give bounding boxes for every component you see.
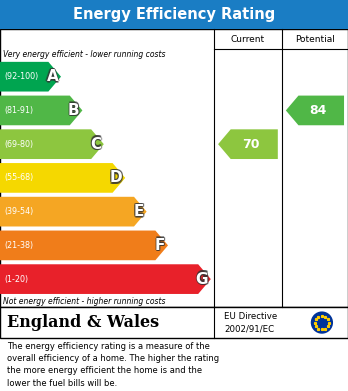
Text: The energy efficiency rating is a measure of the
overall efficiency of a home. T: The energy efficiency rating is a measur…	[7, 342, 219, 387]
Text: (39-54): (39-54)	[4, 207, 33, 216]
Text: C: C	[90, 136, 102, 151]
Text: A: A	[47, 69, 58, 84]
Text: G: G	[197, 272, 209, 287]
Bar	[0, 307, 348, 338]
Text: C: C	[90, 138, 102, 153]
Ellipse shape	[311, 312, 333, 334]
Text: C: C	[89, 138, 100, 153]
Text: B: B	[67, 102, 79, 117]
Text: B: B	[68, 101, 80, 117]
Text: G: G	[196, 273, 208, 288]
Text: E: E	[134, 203, 144, 218]
Text: B: B	[68, 104, 80, 120]
Text: Not energy efficient - higher running costs: Not energy efficient - higher running co…	[3, 297, 165, 306]
Text: D: D	[110, 172, 123, 187]
Polygon shape	[0, 129, 104, 159]
Text: (55-68): (55-68)	[4, 173, 33, 183]
Text: G: G	[196, 271, 209, 285]
Polygon shape	[0, 62, 61, 91]
Text: D: D	[109, 170, 121, 185]
Text: B: B	[67, 104, 79, 119]
Text: G: G	[196, 270, 208, 285]
Text: F: F	[154, 237, 165, 252]
Text: England & Wales: England & Wales	[7, 314, 159, 331]
Text: A: A	[46, 68, 57, 83]
Text: Energy Efficiency Rating: Energy Efficiency Rating	[73, 7, 275, 22]
Text: B: B	[67, 103, 79, 118]
Polygon shape	[0, 264, 211, 294]
Text: (21-38): (21-38)	[4, 241, 33, 250]
Text: D: D	[110, 172, 122, 187]
Text: E: E	[134, 205, 144, 220]
Text: A: A	[47, 68, 58, 83]
Text: D: D	[109, 172, 122, 187]
Polygon shape	[0, 197, 147, 226]
Text: E: E	[132, 204, 143, 219]
Text: (81-91): (81-91)	[4, 106, 33, 115]
Text: C: C	[90, 137, 101, 152]
Text: (92-100): (92-100)	[4, 72, 38, 81]
Polygon shape	[0, 231, 168, 260]
Text: G: G	[196, 273, 209, 288]
Text: E: E	[133, 203, 143, 218]
Text: (69-80): (69-80)	[4, 140, 33, 149]
Text: Very energy efficient - lower running costs: Very energy efficient - lower running co…	[3, 50, 165, 59]
Text: F: F	[156, 239, 166, 254]
Text: A: A	[47, 70, 59, 85]
Text: A: A	[48, 69, 59, 84]
Polygon shape	[0, 163, 125, 193]
Text: E: E	[134, 204, 145, 219]
Text: F: F	[156, 237, 166, 252]
Text: 84: 84	[310, 104, 327, 117]
Text: B: B	[69, 103, 81, 118]
Text: E: E	[133, 203, 144, 217]
Text: A: A	[46, 70, 57, 85]
Text: E: E	[133, 205, 143, 220]
Text: (1-20): (1-20)	[4, 274, 28, 283]
Text: D: D	[111, 170, 124, 185]
Text: C: C	[90, 135, 101, 150]
Text: F: F	[154, 238, 164, 253]
Text: A: A	[47, 71, 58, 86]
Text: B: B	[68, 103, 80, 118]
Text: G: G	[195, 271, 207, 285]
Text: G: G	[196, 272, 208, 287]
Text: D: D	[110, 169, 122, 184]
Text: C: C	[89, 137, 100, 152]
Text: B: B	[69, 104, 80, 119]
Text: A: A	[47, 68, 59, 83]
Text: C: C	[90, 138, 101, 153]
Text: F: F	[155, 238, 165, 253]
Text: F: F	[155, 239, 165, 255]
Polygon shape	[286, 95, 344, 125]
Text: C: C	[91, 137, 102, 152]
Text: B: B	[69, 102, 80, 117]
Text: D: D	[110, 169, 123, 184]
Text: A: A	[46, 69, 57, 84]
Text: D: D	[109, 169, 122, 184]
Text: F: F	[154, 239, 165, 254]
Text: F: F	[155, 236, 165, 251]
Polygon shape	[218, 129, 278, 159]
Text: E: E	[133, 204, 144, 219]
Text: 70: 70	[243, 138, 260, 151]
Bar	[0, 29, 348, 307]
Text: Potential: Potential	[295, 34, 335, 44]
Text: D: D	[110, 170, 122, 185]
Text: EU Directive
2002/91/EC: EU Directive 2002/91/EC	[224, 312, 278, 333]
Bar	[0, 0, 348, 29]
Polygon shape	[0, 95, 82, 125]
Text: Current: Current	[231, 34, 265, 44]
Text: F: F	[156, 238, 166, 253]
Text: G: G	[195, 272, 207, 287]
Text: C: C	[89, 136, 100, 151]
Text: G: G	[195, 273, 207, 288]
Text: E: E	[133, 206, 144, 221]
